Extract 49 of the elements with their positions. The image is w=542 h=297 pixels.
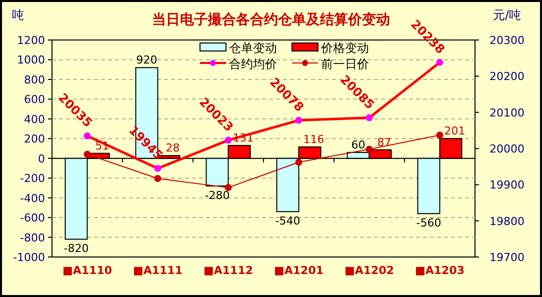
- y-tick-label: 400: [24, 112, 45, 126]
- data-label: 201: [444, 124, 466, 138]
- point: [84, 150, 91, 158]
- y-tick-label: -1000: [13, 251, 45, 264]
- data-label: 920: [136, 54, 158, 67]
- data-label: 116: [303, 132, 324, 146]
- y2-tick-label: 19700: [490, 251, 524, 264]
- legend-label: 价格变动: [320, 41, 369, 55]
- y-tick-label: 200: [24, 132, 45, 146]
- legend-label: 合约均价: [229, 57, 277, 71]
- y-tick-label: -400: [20, 192, 45, 205]
- y2-tick-label: 20100: [490, 106, 524, 120]
- data-label: 28: [166, 142, 180, 155]
- y2-tick-label: 19900: [490, 178, 524, 192]
- y2-tick-label: 19800: [490, 214, 524, 228]
- x-tick-label: ■A1112: [203, 264, 254, 277]
- point: [224, 184, 232, 192]
- data-label: 60: [351, 138, 366, 152]
- y-tick-label: 0: [38, 152, 45, 166]
- y2-tick-label: 20000: [490, 142, 524, 156]
- point: [154, 175, 162, 182]
- x-tick-label: ■A1111: [132, 264, 183, 277]
- legend-label: 仓单变动: [229, 41, 277, 55]
- data-label: -280: [204, 188, 230, 202]
- y-tick-label: -600: [20, 212, 45, 225]
- y-tick-label: -800: [20, 231, 45, 244]
- data-label: -820: [64, 242, 89, 256]
- y-tick-label: 800: [24, 73, 45, 86]
- y2-axis-title: 元/吨: [492, 8, 522, 22]
- x-tick-label: ■A1203: [414, 264, 465, 277]
- data-label: -540: [275, 214, 300, 228]
- data-label: -560: [416, 216, 442, 230]
- y-tick-label: 1200: [17, 34, 45, 47]
- data-label: 51: [95, 139, 110, 152]
- y-tick-label: -200: [20, 172, 45, 186]
- x-tick-label: ■A1201: [274, 264, 324, 277]
- point: [436, 132, 444, 139]
- chart-title: 当日电子撮合各合约仓单及结算价变动: [152, 11, 390, 28]
- y-tick-label: 1000: [17, 54, 45, 67]
- y-axis-title: 吨: [12, 8, 24, 22]
- y2-tick-label: 20300: [490, 34, 524, 47]
- legend-label: 前一日价: [321, 57, 369, 71]
- data-label: 87: [377, 136, 392, 149]
- point: [366, 146, 373, 153]
- x-tick-label: ■A1202: [344, 264, 394, 277]
- y2-tick-label: 20200: [490, 70, 524, 84]
- y-tick-label: 600: [24, 93, 45, 106]
- point: [295, 158, 302, 166]
- x-tick-label: ■A1110: [62, 264, 112, 277]
